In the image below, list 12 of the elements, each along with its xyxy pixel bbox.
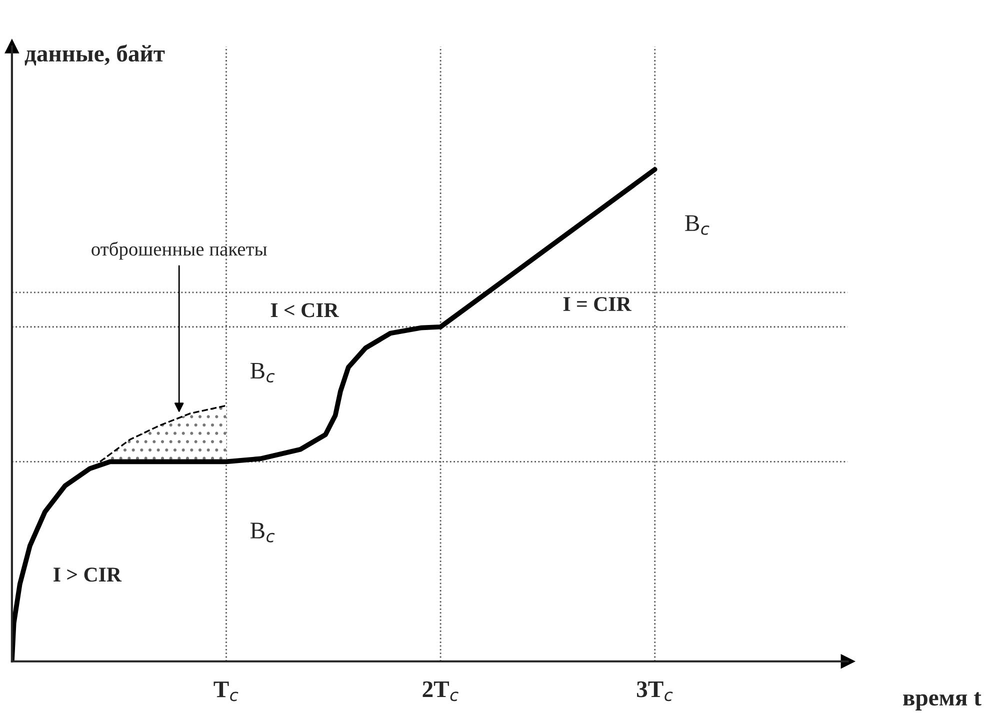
annotation: I > CIR bbox=[54, 568, 122, 582]
x-tick-label: 3T$_{c}$ bbox=[636, 681, 673, 702]
x-tick-label: 2T$_{c}$ bbox=[422, 681, 458, 702]
annotation: I < CIR bbox=[270, 303, 339, 318]
x-tick-label: T$_{c}$ bbox=[214, 682, 238, 702]
annotation: отброшенные пакеты bbox=[92, 242, 267, 260]
annotation: B$_{c}$ bbox=[685, 215, 710, 235]
y-axis-title: данные, байт bbox=[24, 44, 165, 66]
annotation: B$_{c}$ bbox=[250, 362, 275, 383]
x-axis-title: время t bbox=[903, 692, 982, 710]
annotation: I = CIR bbox=[563, 297, 632, 312]
annotation: B$_{c}$ bbox=[250, 522, 275, 542]
